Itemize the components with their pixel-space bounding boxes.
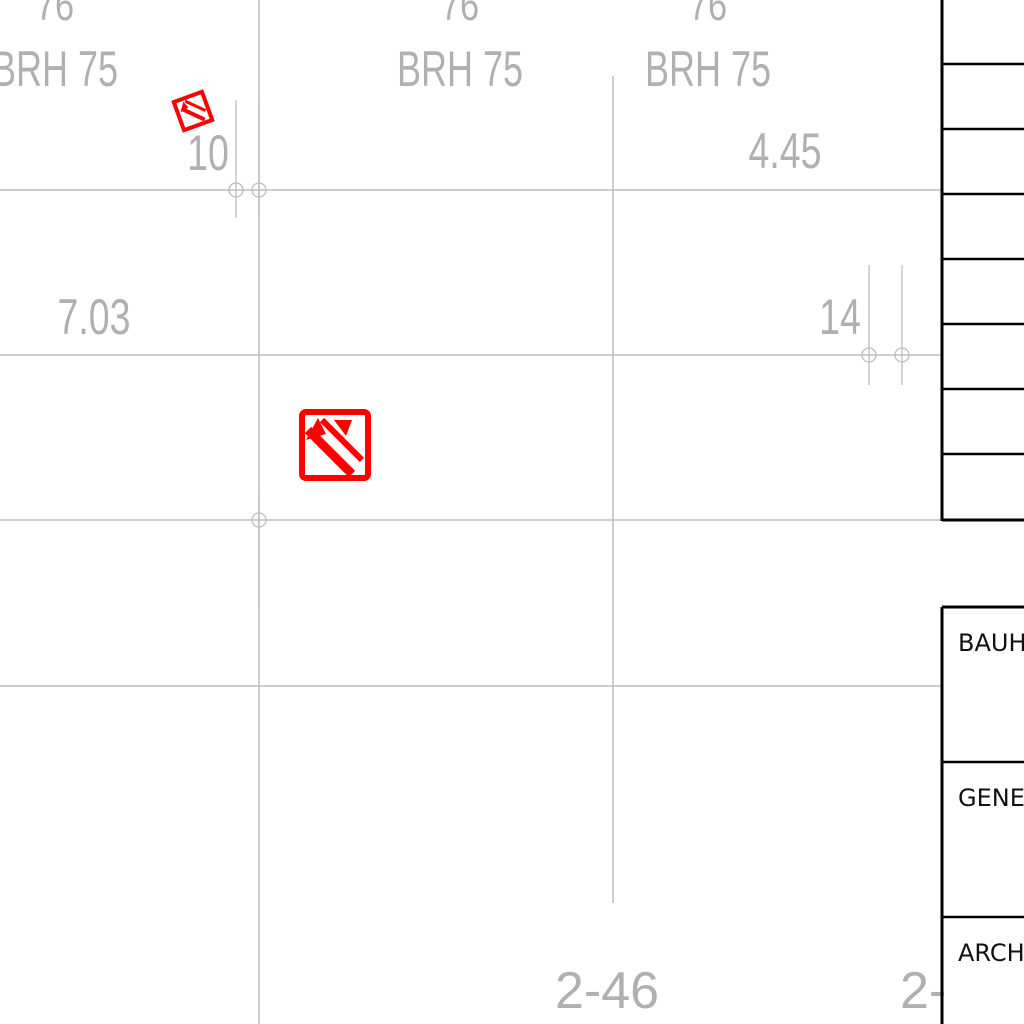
brh-label: BRH 75 xyxy=(0,42,118,97)
dim-marker xyxy=(861,347,877,363)
dimension-labels: 76 76 76 BRH 75 BRH 75 BRH 75 10 4.45 7.… xyxy=(0,0,946,1020)
dim-label-76: 76 xyxy=(441,0,479,30)
dim-label-10: 10 xyxy=(187,126,229,181)
dim-marker xyxy=(251,182,267,198)
dim-marker xyxy=(894,347,910,363)
sheet-ref-label: 2- xyxy=(900,962,946,1020)
title-block-upper xyxy=(940,0,1024,522)
dim-label-14: 14 xyxy=(819,290,861,345)
brh-label: BRH 75 xyxy=(397,42,523,97)
brh-label: BRH 75 xyxy=(645,42,771,97)
dimension-ticks xyxy=(228,100,910,608)
dim-marker xyxy=(251,512,267,528)
fire-extinguisher-icon xyxy=(171,89,215,133)
dim-marker xyxy=(228,182,244,198)
title-block-label: ARCH xyxy=(958,939,1024,967)
dim-label-76: 76 xyxy=(689,0,727,30)
dim-label-7-03: 7.03 xyxy=(58,290,131,345)
fire-extinguisher-icon xyxy=(299,409,371,481)
dim-label-76: 76 xyxy=(36,0,74,30)
title-block-label: BAUH xyxy=(958,629,1024,657)
title-block-lower: BAUH GENE ARCH xyxy=(940,605,1024,1024)
dim-label-4-45: 4.45 xyxy=(749,124,822,179)
sheet-ref-label: 2-46 xyxy=(555,962,659,1020)
title-block-label: GENE xyxy=(958,784,1024,812)
